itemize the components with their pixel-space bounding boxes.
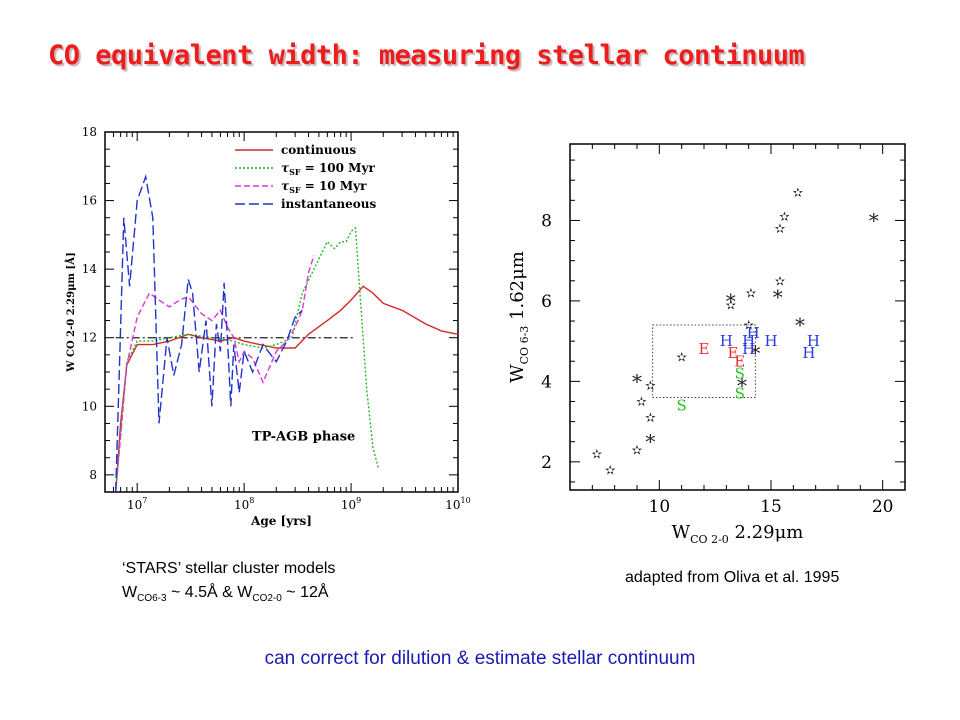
legend-label-0: continuous (281, 143, 356, 157)
plot-frame (569, 143, 906, 491)
data-point-26: S (735, 384, 745, 402)
series-line-3 (115, 173, 303, 492)
legend-label-3: instantaneous (281, 197, 376, 211)
data-point-12: ✫ (743, 319, 754, 334)
annotation-tp-agb: TP-AGB phase (252, 430, 355, 445)
data-point-16: * (773, 285, 783, 309)
data-point-24: E (734, 352, 745, 370)
data-point-5: ✫ (636, 395, 647, 410)
series-line-0 (115, 285, 458, 492)
right-caption-source: adapted from Oliva et al. 1995 (625, 569, 840, 586)
y-tick-label: 8 (541, 211, 552, 231)
y-tick-label: 16 (82, 194, 97, 208)
data-point-30: H (747, 324, 760, 342)
slide-title: CO equivalent width: measuring stellar c… (48, 40, 805, 71)
data-point-9: ✫ (725, 298, 736, 313)
data-point-20: * (795, 313, 805, 337)
data-point-28: H (720, 332, 733, 350)
x-tick-label: 108 (234, 496, 254, 512)
data-point-22: E (699, 340, 710, 358)
y-axis-label: WCO 6-3 1.62μm (507, 251, 531, 383)
data-point-3: * (645, 430, 655, 454)
data-point-25: S (735, 364, 745, 382)
legend-label-2: τSF = 10 Myr (281, 179, 367, 195)
data-point-2: ✫ (632, 443, 643, 458)
data-point-0: ✫ (591, 447, 602, 462)
data-point-18: ✫ (779, 210, 790, 225)
data-point-13: * (750, 341, 760, 365)
legend-label-1: τSF = 100 Myr (281, 161, 375, 177)
plot-frame (104, 131, 459, 493)
data-point-29: H (742, 332, 755, 350)
y-tick-label: 18 (82, 125, 97, 139)
y-tick-label: 12 (82, 331, 97, 345)
data-point-33: H (807, 332, 820, 350)
data-point-8: ✫ (676, 351, 687, 366)
data-point-7: ✫ (645, 379, 656, 394)
data-point-11: ✫ (745, 286, 756, 301)
x-tick-label: 1010 (445, 496, 470, 512)
data-point-23: E (728, 344, 739, 362)
chart-left-co-width-vs-age: 107 108 109 1010 8 10 12 14 16 18 Age [yrs] W CO 2-… (65, 125, 471, 528)
x-axis-label: WCO 2-0 2.29μm (672, 522, 804, 546)
y-tick-label: 2 (541, 453, 552, 473)
data-point-27: S (677, 397, 687, 415)
data-point-4: ✫ (645, 411, 656, 426)
left-caption-line2: WCO6-3 ~ 4.5Å & WCO2-0 ~ 12Å (122, 584, 329, 605)
data-point-31: H (742, 340, 755, 358)
left-caption: ‘STARS’ stellar cluster models WCO6-3 ~ … (122, 557, 335, 611)
data-point-6: * (632, 369, 642, 393)
bottom-note: can correct for dilution & estimate stel… (264, 648, 696, 669)
data-point-21: * (869, 208, 879, 232)
y-axis-label: W CO 2-0 2.29μm [Å] (65, 252, 77, 372)
x-tick-label: 109 (341, 496, 361, 512)
left-caption-line1: ‘STARS’ stellar cluster models (122, 560, 336, 577)
data-point-34: H (802, 344, 815, 362)
data-point-15: ✫ (774, 274, 785, 289)
x-axis-label: Age [yrs] (250, 514, 312, 528)
data-point-19: ✫ (792, 186, 803, 201)
data-point-32: H (764, 332, 777, 350)
x-tick-label: 107 (127, 496, 147, 512)
y-tick-label: 4 (541, 372, 552, 392)
data-point-1: ✫ (605, 463, 616, 478)
y-tick-label: 6 (541, 292, 552, 312)
y-tick-label: 14 (82, 262, 98, 276)
y-tick-label: 8 (89, 468, 97, 482)
x-tick-label: 15 (760, 497, 782, 517)
data-point-17: ✫ (774, 222, 785, 237)
x-tick-label: 20 (872, 497, 894, 517)
data-point-14: * (737, 373, 747, 397)
x-tick-label: 10 (649, 497, 671, 517)
data-point-10: * (726, 289, 736, 313)
y-tick-label: 10 (82, 399, 97, 413)
